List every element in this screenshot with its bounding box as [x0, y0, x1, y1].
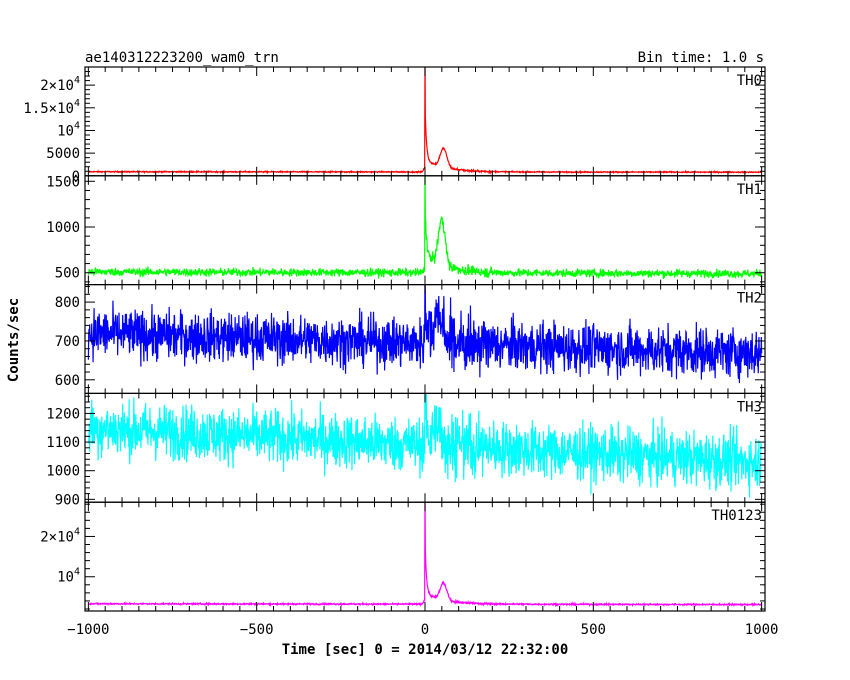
y-tick-label: 1000 [46, 220, 80, 236]
y-tick-label: 800 [55, 295, 80, 311]
y-tick-label: 700 [55, 334, 80, 350]
y-tick-label: 500 [55, 266, 80, 282]
panel-label-th2: TH2 [737, 291, 762, 307]
chart-title: ae140312223200_wam0_trn [85, 50, 279, 66]
bin-time-label: Bin time: 1.0 s [638, 50, 764, 66]
panel-label-th0123: TH0123 [711, 508, 762, 524]
series-line-th3 [87, 393, 763, 498]
y-tick-label: 104 [57, 120, 80, 139]
y-tick-label: 600 [55, 373, 80, 389]
x-axis-tick-labels: −1000 −500 0 500 1000 [67, 622, 778, 638]
y-tick-label: 104 [57, 567, 80, 586]
panel-label-th1: TH1 [737, 182, 762, 198]
y-tick-label: 900 [55, 492, 80, 508]
panel-label-th0: TH0 [737, 73, 762, 89]
panel-th1: 500 1000 1500 TH1 [46, 174, 766, 286]
y-tick-label: 1.5×104 [23, 98, 80, 117]
y-tick-label: 0 [72, 169, 80, 185]
y-tick-label: 2×104 [40, 75, 80, 94]
x-tick-label: −500 [240, 622, 274, 638]
x-axis-label: Time [sec] 0 = 2014/03/12 22:32:00 [282, 642, 569, 658]
y-tick-label: 2×104 [40, 526, 80, 545]
series-line-th0123 [87, 502, 763, 608]
panel-th2: 600 700 800 TH2 [55, 284, 766, 395]
y-axis-label: Counts/sec [6, 298, 22, 382]
panels: 0 5000 104 1.5×104 2×104 TH0 500 1000 1500 TH1 600… [23, 66, 766, 612]
y-tick-label: 5000 [46, 146, 80, 162]
series-line-th0 [88, 67, 762, 175]
panel-th0123: 104 2×104 TH0123 [40, 501, 766, 612]
y-tick-label: 1200 [46, 406, 80, 422]
panel-th3: 900 1000 1100 1200 TH3 [46, 392, 766, 508]
panel-label-th3: TH3 [737, 399, 762, 415]
y-tick-label: 1500 [46, 174, 80, 190]
x-tick-label: 500 [581, 622, 606, 638]
panel-th0: 0 5000 104 1.5×104 2×104 TH0 [23, 66, 766, 185]
series-line-th2 [87, 284, 763, 384]
y-tick-label: 1100 [46, 435, 80, 451]
x-tick-label: 0 [421, 622, 429, 638]
series-line-th1 [87, 175, 763, 279]
x-tick-label: 1000 [745, 622, 779, 638]
y-tick-label: 1000 [46, 464, 80, 480]
x-tick-label: −1000 [67, 622, 109, 638]
